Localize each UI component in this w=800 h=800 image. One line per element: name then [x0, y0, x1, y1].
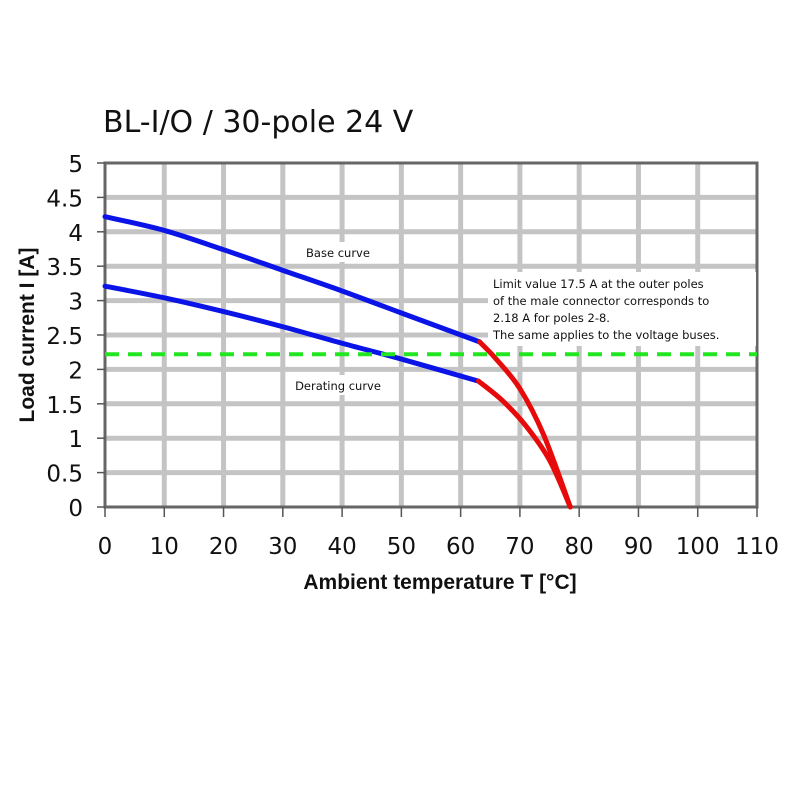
- series-line-base-curve-limit: [477, 339, 573, 510]
- x-tick-label: 0: [98, 534, 113, 560]
- y-tick-label: 3: [68, 290, 83, 316]
- y-tick-label: 1: [68, 427, 83, 453]
- series-line-derating-curve: [102, 283, 481, 384]
- y-tick-label: 3.5: [46, 255, 83, 281]
- y-tick-label: 2.5: [46, 324, 83, 350]
- limit-note: Limit value 17.5 A at the outer poles of…: [492, 277, 719, 342]
- note-line: of the male connector corresponds to: [493, 294, 709, 308]
- y-axis-label: Load current I [A]: [16, 247, 39, 422]
- series-line-base-curve: [102, 214, 483, 345]
- x-tick-label: 50: [387, 534, 416, 560]
- x-axis-label: Ambient temperature T [°C]: [303, 571, 576, 594]
- x-tick-label: 70: [505, 534, 534, 560]
- y-tick-label: 0: [68, 496, 83, 522]
- derating-label-bg: [288, 375, 388, 395]
- x-tick-label: 80: [565, 534, 594, 560]
- y-tick-label: 4.5: [46, 186, 83, 212]
- x-tick-label: 10: [150, 534, 179, 560]
- series-line-derating-curve-limit: [475, 378, 573, 510]
- note-line: The same applies to the voltage buses.: [492, 328, 719, 342]
- chart-title: BL-I/O / 30-pole 24 V: [103, 105, 414, 140]
- y-tick-label: 0.5: [46, 462, 83, 488]
- x-tick-label: 60: [446, 534, 475, 560]
- y-tick-label: 2: [68, 358, 83, 384]
- x-tick-label: 40: [327, 534, 356, 560]
- base-curve-label: Base curve: [306, 246, 370, 260]
- x-tick-label: 100: [676, 534, 720, 560]
- series: [102, 214, 757, 510]
- note-line: 2.18 A for poles 2-8.: [493, 311, 610, 325]
- y-tick-label: 1.5: [46, 393, 83, 419]
- x-tick-label: 90: [624, 534, 653, 560]
- derating-curve-label: Derating curve: [295, 379, 381, 393]
- base-label-bg: [300, 242, 378, 262]
- x-tick-label: 30: [268, 534, 297, 560]
- note-bg: [488, 272, 756, 346]
- note-line: Limit value 17.5 A at the outer poles: [493, 277, 704, 291]
- y-tick-label: 5: [68, 152, 83, 178]
- y-tick-label: 4: [68, 221, 83, 247]
- x-tick-label: 110: [735, 534, 779, 560]
- x-tick-label: 20: [209, 534, 238, 560]
- ticks: 0 10 20 30 40 50 60 70 80 90 100 110 0 0.5 1 1.5 2 2.5 3 3.…: [46, 152, 779, 560]
